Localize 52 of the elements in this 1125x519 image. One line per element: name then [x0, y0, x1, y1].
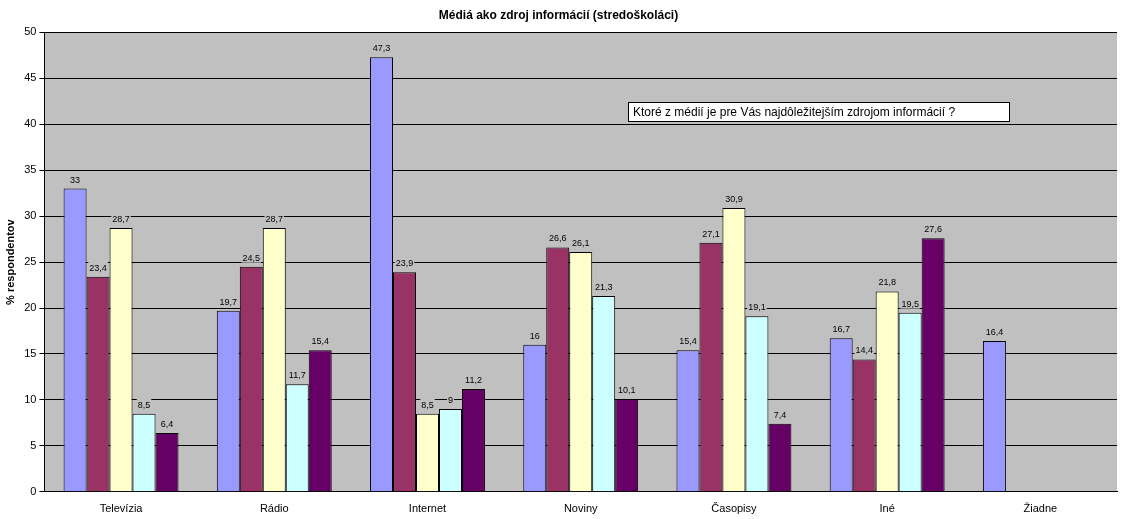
x-tick-label: Televízia: [99, 502, 144, 515]
data-label: 26,6: [548, 233, 567, 244]
data-label: 24,5: [242, 252, 261, 263]
data-label: 8,5: [137, 399, 151, 410]
chart-title: Médiá ako zdroj informácií (stredoškoláci): [438, 7, 679, 22]
data-label: 26,1: [571, 237, 590, 248]
data-label: 23,9: [395, 258, 414, 269]
x-tick-label: Časopisy: [711, 502, 758, 515]
data-label: 19,7: [219, 296, 238, 307]
data-label: 27,1: [702, 228, 720, 239]
data-label: 21,8: [878, 277, 896, 288]
y-tick-label: 35: [24, 163, 37, 176]
data-label: 11,7: [288, 370, 306, 381]
data-label: 33: [70, 174, 81, 185]
data-label: 8,5: [421, 399, 434, 410]
data-label: 27,6: [924, 224, 942, 235]
x-tick-label: Noviny: [563, 502, 599, 515]
y-tick-label: 15: [24, 347, 37, 360]
data-label: 15,4: [311, 336, 329, 347]
x-tick-label: Žiadne: [1023, 502, 1058, 515]
y-tick-label: 25: [24, 255, 37, 268]
data-label: 21,3: [594, 282, 613, 293]
data-label: 47,3: [372, 43, 391, 54]
x-tick-label: Internet: [408, 502, 447, 515]
y-axis-title: % respondentov: [3, 218, 16, 305]
data-label: 19,5: [901, 298, 919, 309]
note-box: Ktoré z médií je pre Vás najdôležitejším zdrojom informácií ?: [628, 102, 1010, 122]
x-tick-label: Rádio: [259, 502, 289, 515]
data-label: 7,4: [773, 409, 787, 420]
y-tick-label: 0: [30, 484, 37, 497]
data-label: 10,1: [617, 384, 636, 395]
data-label: 16,7: [832, 324, 850, 335]
y-tick-label: 5: [30, 438, 37, 451]
data-label: 30,9: [725, 193, 743, 204]
data-label: 16: [529, 330, 540, 341]
y-tick-label: 20: [24, 301, 37, 314]
data-label: 6,4: [160, 418, 174, 429]
data-label: 11,2: [465, 374, 482, 385]
data-label: 23,4: [89, 262, 107, 273]
data-label: 9: [447, 395, 453, 406]
data-label: 19,1: [748, 302, 766, 313]
y-tick-label: 45: [24, 71, 37, 84]
x-tick-label: Iné: [879, 502, 895, 515]
data-label: 15,4: [679, 336, 697, 347]
data-label: 16,4: [985, 327, 1004, 338]
data-label: 28,7: [265, 214, 284, 225]
data-label: 28,7: [112, 214, 130, 225]
data-label: 14,4: [855, 345, 873, 356]
y-tick-label: 50: [24, 25, 37, 38]
y-tick-label: 40: [24, 117, 37, 130]
y-tick-label: 10: [24, 392, 37, 405]
y-tick-label: 30: [24, 209, 37, 222]
